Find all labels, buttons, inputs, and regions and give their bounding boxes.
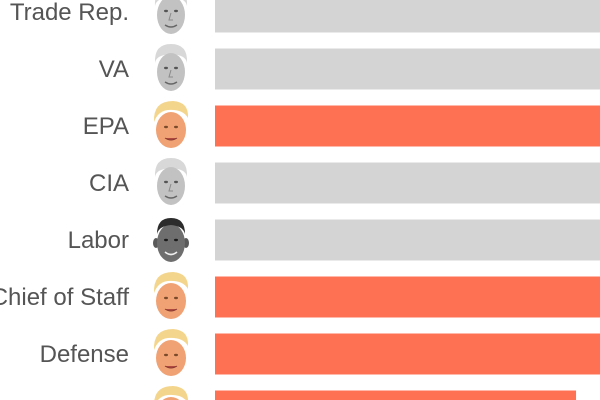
bar-row-dhs: DHS bbox=[78, 385, 577, 400]
trump-face-icon bbox=[153, 271, 189, 320]
bar-row-epa: EPA bbox=[83, 100, 600, 149]
clinton-face-icon bbox=[154, 0, 188, 35]
clinton-face-icon bbox=[154, 43, 188, 92]
trump-face-icon bbox=[153, 328, 189, 377]
category-label: DHS bbox=[78, 398, 129, 400]
trump-face-icon bbox=[153, 385, 189, 400]
bar-row-defense: Defense bbox=[40, 328, 600, 377]
bar-row-cia: CIA bbox=[89, 157, 600, 206]
bar-row-trade-rep: Trade Rep. bbox=[10, 0, 600, 35]
category-label: VA bbox=[99, 56, 129, 83]
category-label: Chief of Staff bbox=[0, 284, 129, 311]
category-label: CIA bbox=[89, 170, 129, 197]
bar-row-chief-of-staff: Chief of Staff bbox=[0, 271, 600, 320]
bar bbox=[215, 48, 600, 90]
category-label: Labor bbox=[68, 227, 129, 254]
bar bbox=[215, 0, 600, 33]
category-label: Trade Rep. bbox=[10, 0, 129, 26]
obama-face-icon bbox=[152, 217, 190, 263]
bar bbox=[215, 162, 600, 204]
trump-face-icon bbox=[153, 100, 189, 149]
bar-row-va: VA bbox=[99, 43, 600, 92]
bar bbox=[215, 105, 600, 147]
category-label: EPA bbox=[83, 113, 129, 140]
bar-row-labor: Labor bbox=[68, 217, 600, 263]
bar bbox=[215, 276, 600, 318]
bar bbox=[215, 390, 577, 400]
bar bbox=[215, 219, 600, 261]
category-label: Defense bbox=[40, 341, 129, 368]
bar bbox=[215, 333, 600, 375]
clinton-face-icon bbox=[154, 157, 188, 206]
